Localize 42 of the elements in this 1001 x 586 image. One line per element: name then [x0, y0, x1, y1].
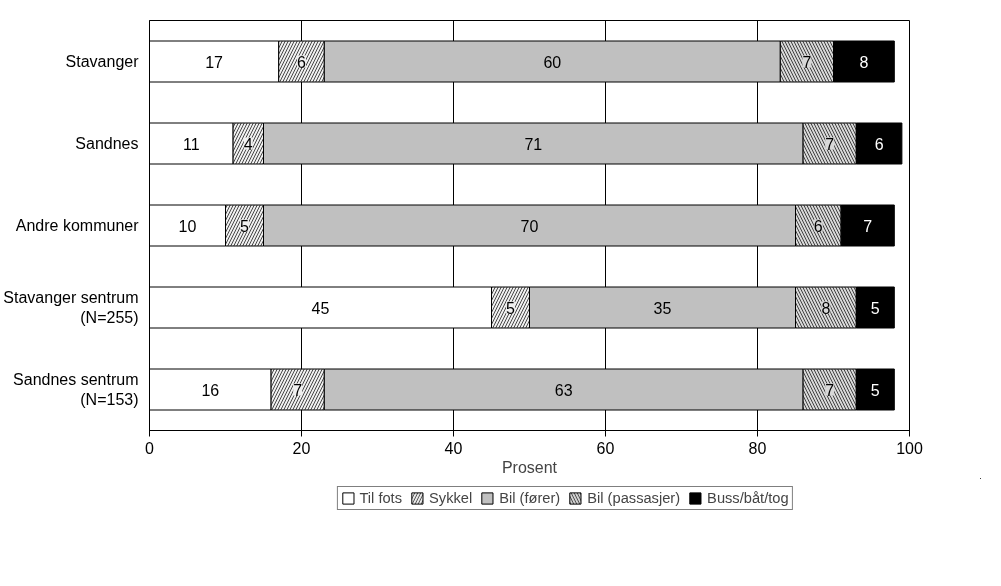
data-label: 7: [863, 217, 873, 235]
x-tick-label: 0: [145, 439, 155, 457]
y-tick-label: Sandnes: [75, 135, 139, 152]
legend-label: Bil (fører): [499, 490, 561, 506]
y-tick-label: Sandnes sentrum (N=153): [13, 370, 139, 409]
data-label: 6: [297, 53, 307, 71]
data-label: 60: [543, 53, 562, 71]
data-label: 6: [813, 217, 823, 235]
x-tick-label: 80: [748, 439, 767, 457]
data-label: 17: [205, 53, 224, 71]
data-label: 8: [821, 299, 831, 317]
data-label: 10: [178, 217, 197, 235]
data-label: 7: [802, 53, 812, 71]
x-tick-label: 60: [596, 439, 615, 457]
data-label: 5: [870, 381, 880, 399]
data-label: 45: [311, 299, 330, 317]
x-axis-title: Prosent: [501, 458, 558, 476]
data-label: 5: [240, 217, 250, 235]
data-label: 63: [554, 381, 573, 399]
data-label: 7: [825, 135, 835, 153]
legend-label: Buss/båt/tog: [707, 490, 789, 506]
x-tick-label: 100: [896, 439, 923, 457]
x-tick-label: 40: [444, 439, 463, 457]
data-label: 16: [201, 381, 220, 399]
y-tick-label: Stavanger sentrum (N=255): [3, 288, 139, 327]
data-label: 5: [870, 299, 880, 317]
y-tick-label: Stavanger: [65, 53, 140, 70]
data-label: 7: [825, 381, 835, 399]
data-label: 7: [293, 381, 303, 399]
legend-label: Til fots: [359, 490, 403, 506]
data-label: 6: [874, 135, 884, 153]
x-tick-label: 20: [292, 439, 311, 457]
data-label: 4: [243, 135, 253, 153]
data-label: 71: [524, 135, 543, 153]
data-label: 8: [859, 53, 869, 71]
legend-label: Sykkel: [429, 490, 473, 506]
data-label: 70: [520, 217, 539, 235]
data-label: 5: [506, 299, 516, 317]
legend-label: Bil (passasjer): [587, 490, 681, 506]
y-tick-label: Andre kommuner: [15, 217, 140, 234]
data-label: 11: [183, 135, 200, 153]
data-label: 35: [653, 299, 672, 317]
